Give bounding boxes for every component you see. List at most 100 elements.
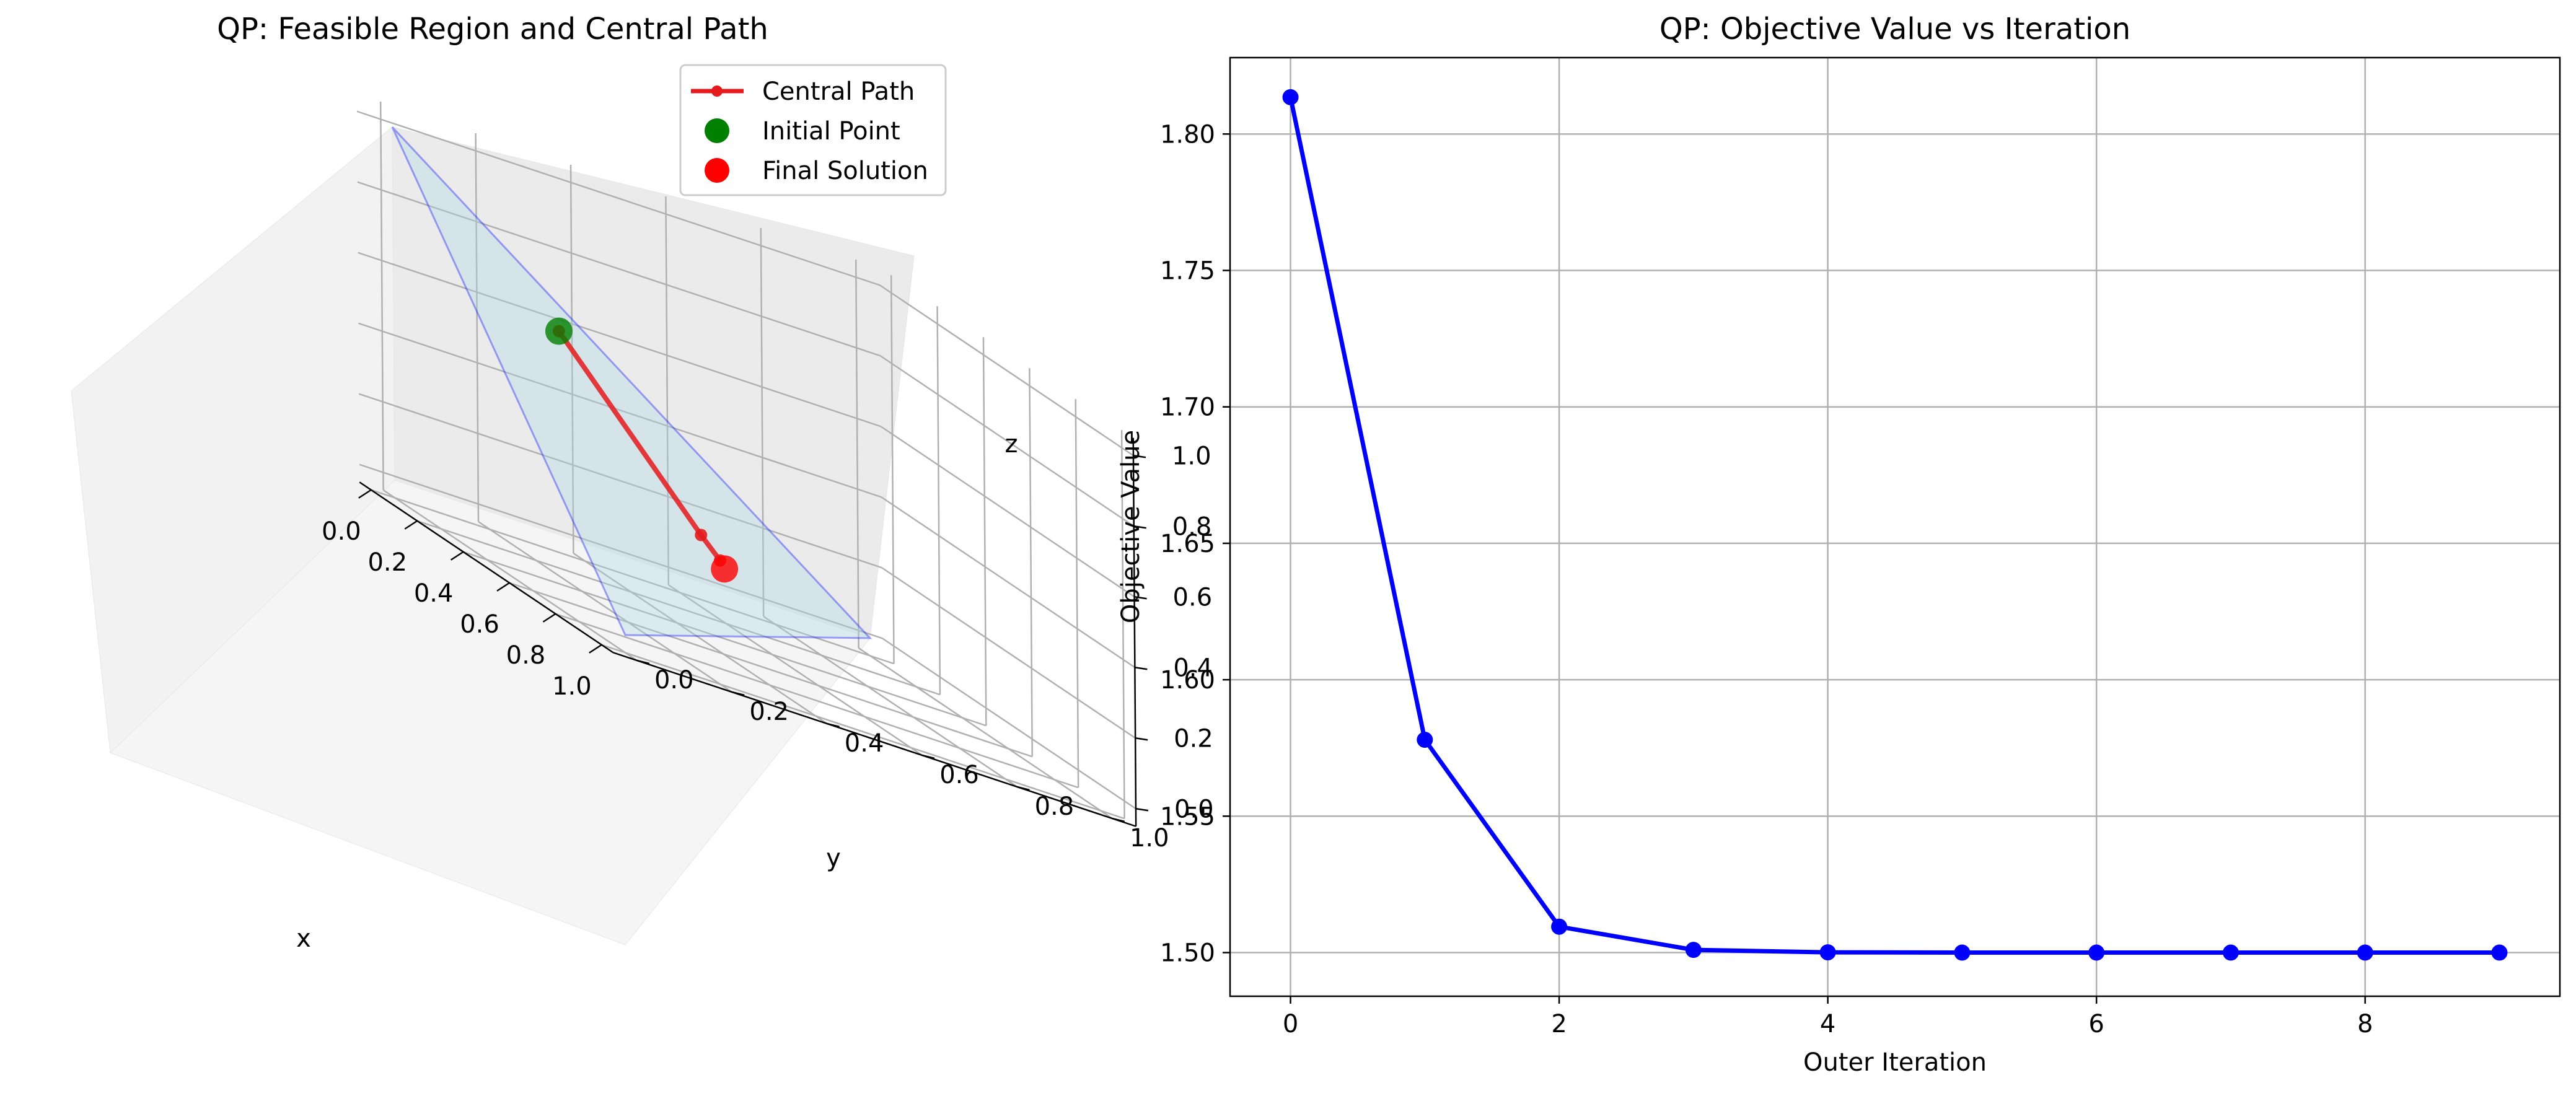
objective-point	[1819, 944, 1836, 961]
x-axis-label: x	[296, 924, 311, 953]
grid-line-z-back	[879, 284, 1134, 457]
objective-point	[1551, 918, 1568, 935]
grid-line-x-floor	[463, 551, 987, 727]
objective-point	[1282, 89, 1299, 105]
y-axis-line	[613, 652, 1136, 827]
z-axis-label: z	[1005, 430, 1018, 458]
grid-line-z-side	[356, 110, 881, 286]
chart-title-left: QP: Feasible Region and Central Path	[217, 12, 768, 46]
objective-point	[2088, 944, 2105, 961]
z-tick-mark	[1134, 596, 1147, 600]
grid-line-z-side	[358, 322, 882, 498]
z-tick-mark	[1133, 455, 1146, 458]
y-axis-label-right: Objective Value	[1117, 430, 1145, 623]
grid-line-y-side	[665, 196, 670, 585]
x-tick-label-right: 4	[1820, 1010, 1835, 1038]
y-tick-label-right: 1.80	[1160, 120, 1215, 149]
objective-point	[1417, 732, 1433, 748]
final-solution-marker	[711, 555, 739, 583]
y-tick-label-right: 1.65	[1160, 530, 1215, 558]
grid-line-x-back	[936, 306, 941, 695]
z-tick-mark	[1135, 808, 1149, 812]
grid-line-x-floor	[509, 582, 1033, 758]
z-tick-label: 1.0	[1172, 442, 1211, 470]
legend-marker-initial-point	[705, 118, 729, 143]
plot-2d: QP: Objective Value vs Iteration 0 2 4 6 8 1.…	[1117, 12, 2561, 1077]
grid-3d	[356, 101, 1136, 820]
y-tick-label: 0.4	[845, 729, 884, 758]
grid-line-y-floor	[858, 647, 1113, 820]
y-tick-label-right: 1.75	[1160, 257, 1215, 286]
legend-marker-final-solution	[705, 158, 729, 183]
z-tick-label: 0.8	[1172, 512, 1212, 541]
y-tick-label: 0.0	[654, 666, 694, 695]
y-tick-label-right: 1.70	[1160, 393, 1215, 422]
grid-line-z-back	[880, 426, 1135, 598]
grid-line-y-side	[760, 227, 765, 617]
y-tick-label-right: 1.60	[1160, 666, 1215, 695]
legend-box	[679, 64, 947, 196]
grid-line-z-back	[882, 638, 1136, 810]
legend-marker-central-path	[711, 85, 723, 97]
grid-line-z-side	[358, 252, 881, 427]
initial-point-marker	[545, 317, 573, 345]
y-axis-label: y	[826, 844, 841, 872]
x-tick-mark	[404, 520, 418, 530]
ticks-2d: 0 2 4 6 8 1.50 1.55 1.60 1.65 1.70 1.75 1.80	[1160, 120, 2373, 1038]
legend-label-central-path: Central Path	[762, 77, 915, 106]
z-tick-label: 0.0	[1174, 795, 1214, 823]
x-tick-label: 0.0	[322, 517, 361, 546]
grid-line-x-floor	[555, 613, 1079, 789]
z-tick-mark	[1133, 525, 1146, 529]
feasible-region-triangle	[391, 126, 873, 639]
grid-line-y-floor	[382, 489, 638, 662]
x-axis-label-right: Outer Iteration	[1803, 1048, 1987, 1077]
y-tick-mark	[1112, 817, 1125, 823]
grid-line-x-floor	[371, 489, 894, 665]
grid-line-x-back	[1120, 430, 1125, 819]
y-tick-mark	[636, 659, 650, 665]
x-tick-mark	[358, 489, 372, 499]
grid-line-z-back	[881, 496, 1136, 669]
grid-line-x-back	[982, 337, 987, 726]
x-tick-label: 0.6	[460, 610, 499, 639]
objective-point	[2491, 944, 2508, 961]
y-tick-label: 0.6	[939, 761, 979, 789]
objective-series	[1282, 89, 2508, 961]
plot-3d: 0.00.00.00.20.20.20.40.40.40.60.60.60.80…	[71, 12, 1214, 953]
grid-line-x-floor	[601, 644, 1125, 820]
y-tick-label: 1.0	[1130, 824, 1169, 853]
grid-line-z-back	[881, 567, 1136, 739]
ticks-3d: 0.00.00.00.20.20.20.40.40.40.60.60.60.80…	[322, 442, 1214, 853]
z-tick-label: 0.4	[1173, 654, 1213, 682]
central-path-point	[695, 528, 708, 541]
objective-point	[1685, 942, 1702, 958]
plot-frame	[1229, 56, 2561, 997]
x-tick-mark	[542, 613, 556, 623]
x-tick-label: 0.8	[506, 641, 546, 670]
x-tick-mark	[589, 644, 602, 654]
x-tick-mark	[496, 582, 510, 592]
pane-floor	[110, 480, 871, 945]
grid-line-y-side	[855, 259, 859, 649]
grid-2d	[1230, 58, 2560, 996]
grid-line-y-floor	[668, 584, 923, 756]
y-tick-label: 0.8	[1035, 792, 1075, 821]
x-tick-label: 1.0	[552, 672, 592, 701]
z-tick-label: 0.2	[1174, 724, 1213, 753]
grid-line-y-side	[475, 133, 480, 522]
x-tick-label: 0.2	[367, 548, 407, 577]
x-tick-mark	[450, 551, 464, 561]
x-axis-line	[359, 481, 614, 654]
legend: Central Path Initial Point Final Solutio…	[679, 64, 947, 196]
grid-line-z-side	[359, 463, 883, 639]
grid-line-z-side	[358, 393, 882, 569]
y-tick-mark	[827, 722, 840, 728]
legend-label-initial-point: Initial Point	[762, 117, 900, 146]
grid-line-y-floor	[573, 552, 828, 725]
objective-point	[1954, 944, 1971, 961]
legend-label-final-solution: Final Solution	[762, 157, 928, 185]
axes-3d	[359, 437, 1137, 827]
x-tick-label-right: 0	[1283, 1010, 1298, 1038]
